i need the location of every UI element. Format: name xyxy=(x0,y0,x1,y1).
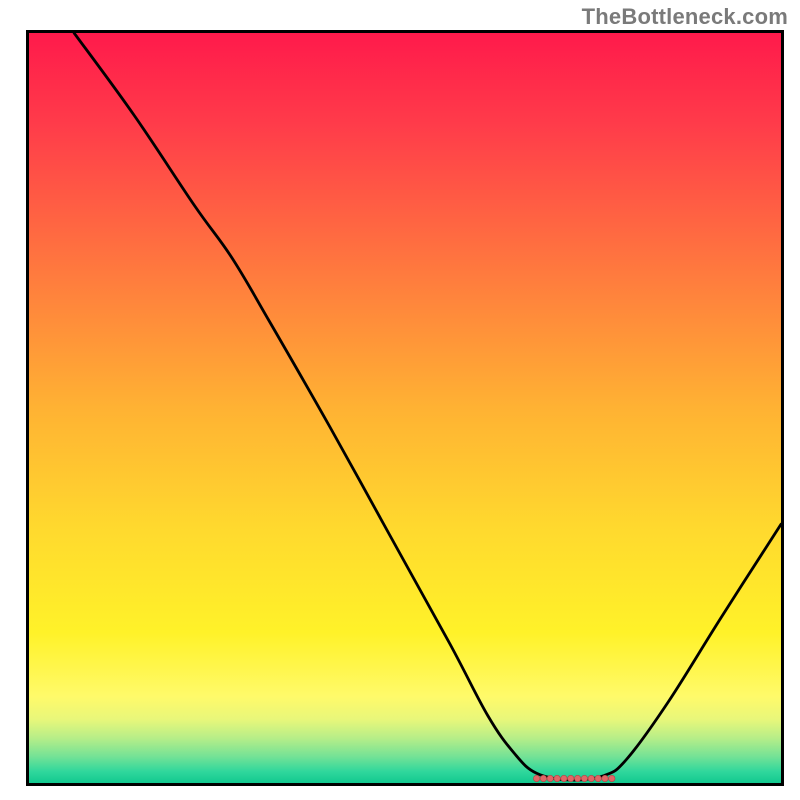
gradient-background xyxy=(29,33,781,783)
optimal-marker xyxy=(581,775,587,781)
optimal-marker xyxy=(547,775,553,781)
chart-frame xyxy=(26,30,784,786)
optimal-marker xyxy=(540,775,546,781)
optimal-marker xyxy=(602,775,608,781)
optimal-marker xyxy=(588,775,594,781)
optimal-marker xyxy=(533,775,539,781)
optimal-marker xyxy=(595,775,601,781)
bottleneck-chart xyxy=(29,33,781,783)
optimal-marker xyxy=(568,775,574,781)
watermark-text: TheBottleneck.com xyxy=(582,4,788,30)
optimal-marker xyxy=(554,775,560,781)
optimal-marker xyxy=(574,775,580,781)
optimal-marker xyxy=(561,775,567,781)
optimal-marker xyxy=(609,775,615,781)
